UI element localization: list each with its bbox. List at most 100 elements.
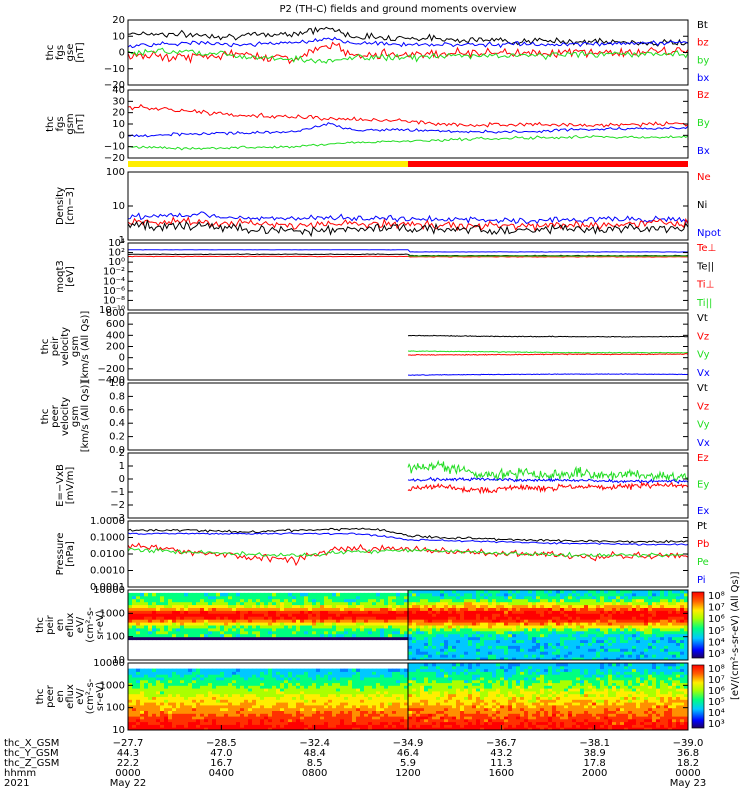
heatmap-cell <box>452 663 457 667</box>
heatmap-cell <box>148 595 153 600</box>
heatmap-cell <box>264 702 269 706</box>
heatmap-cell <box>596 630 601 635</box>
heatmap-cell <box>248 727 253 731</box>
heatmap-cell <box>344 724 349 728</box>
heatmap-cell <box>372 682 377 686</box>
heatmap-cell <box>524 648 529 652</box>
heatmap-cell <box>324 633 329 638</box>
heatmap-cell <box>276 674 281 678</box>
heatmap-cell <box>260 671 265 675</box>
heatmap-cell <box>168 688 173 692</box>
heatmap-cell <box>452 601 457 606</box>
heatmap-cell <box>512 636 517 641</box>
heatmap-cell <box>248 674 253 678</box>
heatmap-cell <box>476 654 481 658</box>
heatmap-cell <box>448 616 453 620</box>
heatmap-cell <box>656 630 661 635</box>
heatmap-cell <box>296 690 301 695</box>
heatmap-cell <box>192 592 197 597</box>
heatmap-cell <box>456 633 461 638</box>
heatmap-cell <box>416 688 421 692</box>
heatmap-cell <box>332 625 337 629</box>
heatmap-cell <box>172 674 177 678</box>
heatmap-cell <box>416 663 421 667</box>
heatmap-cell <box>136 679 141 684</box>
heatmap-cell <box>464 702 469 706</box>
heatmap-cell <box>392 677 397 681</box>
heatmap-cell <box>352 718 357 723</box>
heatmap-cell <box>388 636 393 641</box>
heatmap-cell <box>596 654 601 658</box>
heatmap-cell <box>684 630 689 635</box>
heatmap-cell <box>328 707 333 711</box>
heatmap-cell <box>408 654 413 658</box>
heatmap-cell <box>484 630 489 635</box>
legend-entry: Te⊥ <box>696 243 716 254</box>
heatmap-cell <box>424 607 429 611</box>
heatmap-cell <box>288 595 293 600</box>
heatmap-cell <box>272 693 277 697</box>
series-line-Bt <box>128 26 689 47</box>
heatmap-cell <box>232 707 237 711</box>
heatmap-cell <box>308 707 313 711</box>
heatmap-cell <box>308 710 313 714</box>
heatmap-cell <box>312 685 317 689</box>
heatmap-cell <box>456 607 461 611</box>
heatmap-cell <box>564 610 569 614</box>
heatmap-cell <box>232 636 237 641</box>
heatmap-cell <box>288 727 293 731</box>
heatmap-cell <box>152 595 157 600</box>
heatmap-cell <box>420 651 425 655</box>
heatmap-cell <box>652 607 657 611</box>
y-axis-label: gsm <box>70 406 81 427</box>
heatmap-cell <box>448 625 453 629</box>
heatmap-cell <box>208 636 213 641</box>
heatmap-cell <box>152 636 157 641</box>
y-tick-label: 0.0010 <box>90 566 125 577</box>
heatmap-cell <box>580 630 585 635</box>
heatmap-cell <box>608 654 613 658</box>
heatmap-cell <box>592 604 597 608</box>
heatmap-cell <box>288 607 293 611</box>
heatmap-cell <box>428 716 433 720</box>
heatmap-cell <box>484 648 489 652</box>
heatmap-cell <box>392 607 397 611</box>
heatmap-cell <box>444 592 449 597</box>
heatmap-cell <box>224 671 229 675</box>
heatmap-cell <box>444 590 449 594</box>
heatmap-cell <box>216 668 221 672</box>
heatmap-cell <box>160 716 165 720</box>
heatmap-cell <box>576 619 581 623</box>
heatmap-cell <box>228 622 233 626</box>
heatmap-cell <box>236 592 241 597</box>
heatmap-cell <box>252 679 257 684</box>
heatmap-cell <box>448 713 453 717</box>
heatmap-cell <box>624 654 629 658</box>
heatmap-cell <box>300 696 305 700</box>
heatmap-cell <box>432 674 437 678</box>
heatmap-cell <box>284 636 289 641</box>
heatmap-cell <box>440 699 445 703</box>
heatmap-cell <box>556 592 561 597</box>
heatmap-cell <box>460 685 465 689</box>
heatmap-cell <box>412 724 417 728</box>
heatmap-cell <box>208 713 213 717</box>
heatmap-cell <box>328 607 333 611</box>
heatmap-cell <box>452 636 457 641</box>
heatmap-cell <box>252 707 257 711</box>
heatmap-cell <box>372 688 377 692</box>
heatmap-cell <box>200 677 205 681</box>
heatmap-cell <box>336 616 341 620</box>
heatmap-cell <box>388 619 393 623</box>
heatmap-cell <box>424 707 429 711</box>
heatmap-cell <box>632 645 637 649</box>
heatmap-cell <box>260 727 265 731</box>
heatmap-cell <box>340 679 345 684</box>
heatmap-cell <box>316 718 321 723</box>
heatmap-cell <box>288 598 293 603</box>
heatmap-cell <box>416 636 421 641</box>
heatmap-cell <box>452 613 457 617</box>
heatmap-cell <box>384 636 389 641</box>
heatmap-cell <box>244 699 249 703</box>
heatmap-cell <box>232 625 237 629</box>
